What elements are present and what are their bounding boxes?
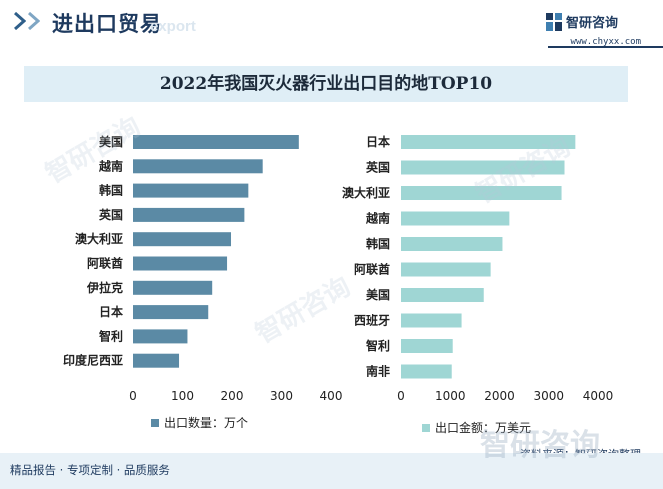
brand-url: www.chyxx.com [570, 37, 641, 47]
tick-label: 1000 [435, 389, 466, 403]
tick-label: 400 [320, 389, 343, 403]
footer-bar: 精品报告 · 专项定制 · 品质服务 [0, 453, 663, 489]
bar [401, 135, 576, 149]
bar [133, 135, 299, 149]
bar [401, 288, 484, 302]
category-label: 越南 [365, 211, 390, 226]
bar [133, 207, 245, 222]
category-label: 韩国 [99, 183, 123, 198]
category-label: 阿联酋 [354, 262, 390, 277]
category-label: 日本 [99, 304, 123, 319]
category-label: 智利 [98, 328, 123, 343]
bar [401, 237, 503, 251]
bar [401, 186, 562, 200]
tick-label: 2000 [484, 389, 515, 403]
bar [133, 353, 180, 368]
bar [401, 364, 452, 379]
category-label: 西班牙 [354, 313, 390, 328]
bar [401, 339, 453, 353]
category-label: 南非 [366, 364, 390, 379]
bar [133, 305, 209, 320]
chevron-right-icon [14, 12, 26, 30]
header: 进出口贸易 export 智研咨询 www.chyxx.com [0, 0, 663, 52]
bar [401, 160, 565, 175]
brand: 智研咨询 [546, 12, 641, 32]
tick-label: 100 [171, 389, 194, 403]
category-label: 澳大利亚 [75, 231, 123, 246]
category-label: 越南 [98, 158, 123, 173]
category-label: 英国 [366, 160, 390, 175]
bar [401, 211, 510, 226]
category-label: 伊拉克 [86, 280, 123, 295]
tick-label: 200 [221, 389, 244, 403]
bar [133, 183, 249, 198]
category-label: 美国 [99, 134, 123, 149]
brand-name: 智研咨询 [566, 16, 619, 31]
category-label: 英国 [99, 207, 123, 222]
bar [133, 232, 232, 247]
legend-swatch [422, 424, 430, 432]
tick-label: 0 [129, 389, 137, 403]
category-label: 韩国 [366, 236, 390, 251]
footer-text: 精品报告 · 专项定制 · 品质服务 [10, 463, 170, 477]
bar [401, 313, 462, 328]
category-label: 阿联酋 [87, 256, 123, 271]
chevron-right-icon [28, 12, 40, 30]
legend-label: 出口数量：万个 [164, 416, 249, 430]
tick-label: 0 [397, 389, 405, 403]
category-label: 印度尼西亚 [63, 353, 123, 368]
page-title: 进出口贸易 [52, 12, 162, 36]
category-label: 美国 [366, 287, 390, 302]
legend-label: 出口金额：万美元 [435, 421, 532, 435]
category-label: 日本 [366, 134, 390, 149]
bar [133, 256, 228, 271]
category-label: 澳大利亚 [342, 185, 390, 200]
legend-right: 出口金额：万美元 [422, 419, 531, 436]
bar [133, 329, 188, 344]
bar [133, 159, 263, 174]
legend-swatch [151, 419, 159, 427]
tick-label: 3000 [533, 389, 564, 403]
bar [133, 280, 213, 295]
tick-label: 4000 [583, 389, 614, 403]
bar [401, 262, 491, 277]
header-watermark: export [150, 18, 196, 35]
brand-logo-icon [546, 13, 562, 31]
legend-left: 出口数量：万个 [151, 414, 248, 431]
header-underline [548, 46, 663, 48]
category-label: 智利 [365, 338, 390, 353]
chart-title: 2022年我国灭火器行业出口目的地TOP10 [24, 66, 628, 102]
tick-label: 300 [270, 389, 293, 403]
